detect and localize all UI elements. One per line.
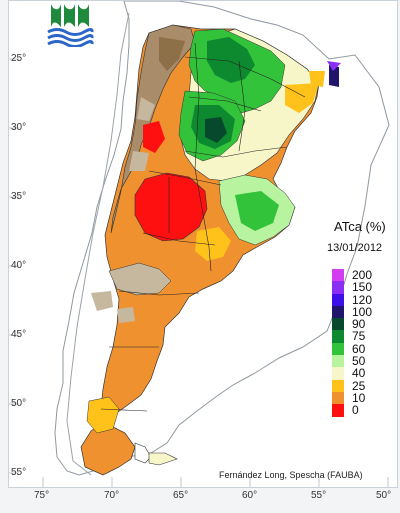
legend-swatch [332, 330, 344, 343]
longitude-label: 70° [104, 490, 120, 501]
fauba-logo [43, 1, 97, 48]
longitude-label: 65° [173, 490, 189, 501]
latitude-label: 30° [11, 122, 27, 133]
legend-label: 150 [352, 280, 373, 295]
legend: 200 150 120 100 90 75 60 50 40 25 10 0 [332, 268, 397, 418]
longitude-label: 75° [34, 490, 50, 501]
legend-swatch [332, 281, 344, 294]
legend-item: 0 [332, 403, 397, 418]
legend-swatch [332, 318, 344, 331]
legend-label: 25 [352, 378, 366, 393]
legend-label: 200 [352, 268, 373, 282]
legend-label: 75 [352, 329, 366, 344]
latitude-label: 45° [11, 329, 27, 340]
longitude-label: 55° [311, 490, 327, 501]
legend-item: 120 [332, 292, 397, 307]
legend-label: 10 [352, 390, 366, 405]
legend-swatch [332, 391, 344, 405]
legend-label: 40 [352, 366, 366, 381]
legend-swatch [332, 379, 344, 392]
legend-label: 60 [352, 341, 366, 356]
latitude-label: 40° [11, 260, 27, 271]
legend-swatch [332, 367, 344, 380]
legend-swatch [332, 305, 344, 319]
legend-swatch [332, 293, 344, 306]
latitude-label: 50° [11, 398, 27, 409]
longitude-label: 60° [242, 490, 258, 501]
legend-label: 100 [352, 304, 373, 319]
legend-swatch [332, 269, 344, 282]
argentina-map [9, 1, 390, 487]
latitude-label: 35° [11, 191, 27, 202]
legend-label: 90 [352, 317, 366, 332]
longitude-label: 50° [376, 490, 392, 501]
legend-item: 75 [332, 329, 397, 344]
map-title: ATca (%) [334, 219, 386, 234]
legend-item: 10 [332, 390, 397, 405]
legend-label: 0 [352, 403, 359, 418]
logo-icon [43, 1, 97, 48]
legend-item: 60 [332, 341, 397, 356]
latitude-label: 25° [11, 53, 27, 64]
map-date: 13/01/2012 [327, 242, 383, 254]
legend-item: 100 [332, 304, 397, 319]
legend-label: 50 [352, 354, 366, 369]
legend-item: 200 [332, 268, 397, 282]
legend-item: 50 [332, 354, 397, 369]
map-credit: Fernández Long, Spescha (FAUBA) [219, 470, 363, 480]
legend-swatch [332, 342, 344, 356]
legend-item: 40 [332, 366, 397, 381]
legend-swatch [332, 404, 344, 417]
legend-item: 90 [332, 317, 397, 332]
legend-swatch [332, 355, 344, 368]
latitude-label: 55° [11, 467, 27, 478]
map-frame: 25° 30° 35° 40° 45° 50° 55° ATca (%) 13/… [8, 0, 398, 488]
legend-item: 150 [332, 280, 397, 295]
legend-label: 120 [352, 292, 373, 307]
legend-item: 25 [332, 378, 397, 393]
